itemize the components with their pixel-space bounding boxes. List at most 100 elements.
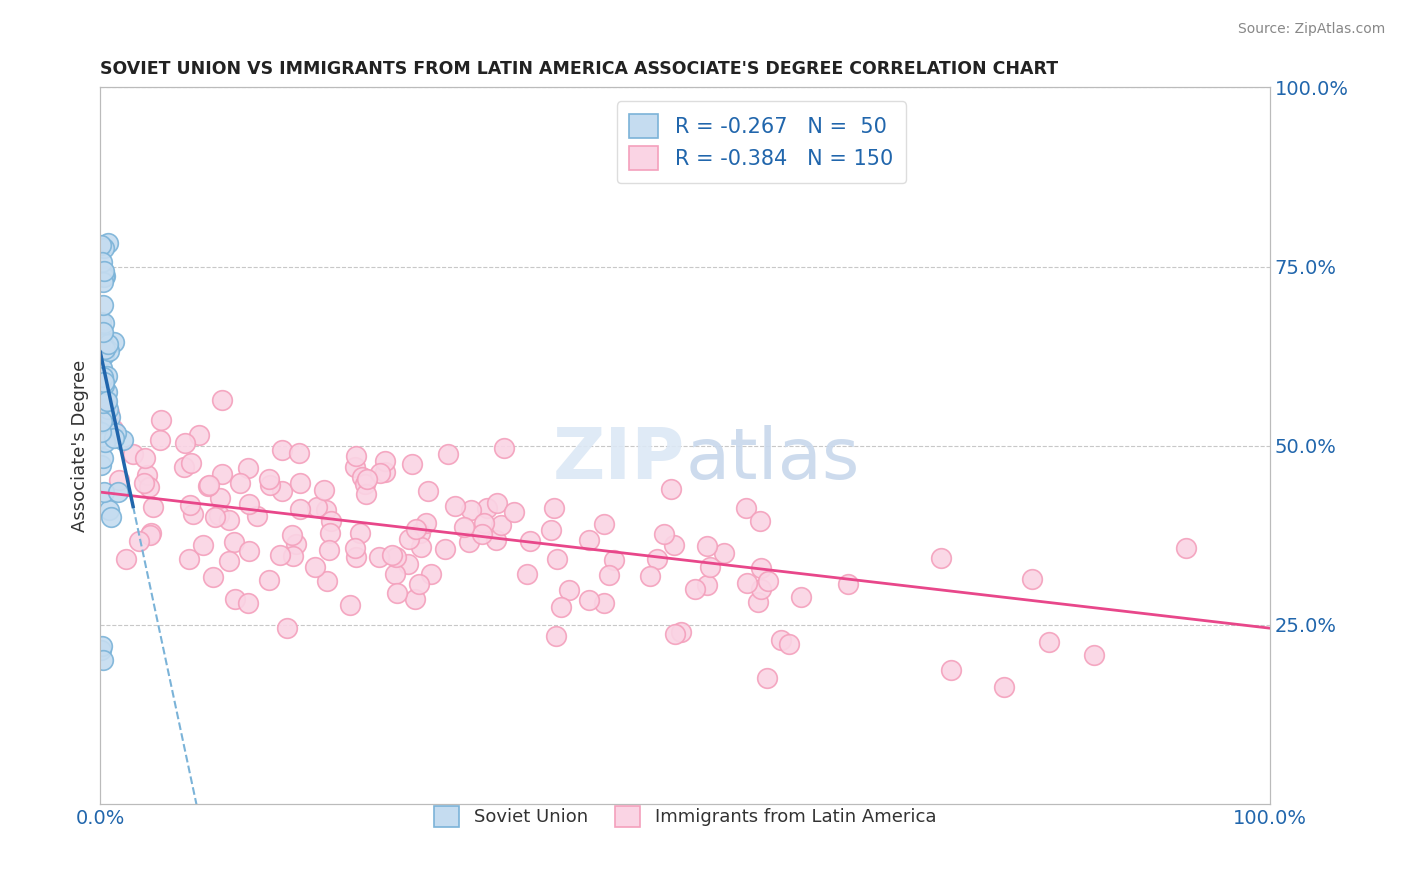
Point — [98, 503, 121, 517]
Point — [578, 533, 600, 547]
Point — [96, 394, 118, 409]
Point — [288, 446, 311, 460]
Point — [1175, 541, 1198, 555]
Point — [134, 476, 156, 491]
Point — [150, 413, 173, 427]
Point — [603, 552, 626, 566]
Point — [339, 599, 361, 613]
Point — [91, 337, 114, 351]
Point — [91, 653, 114, 667]
Point — [664, 626, 686, 640]
Point — [769, 632, 792, 647]
Point — [93, 316, 115, 330]
Point — [94, 395, 117, 409]
Point — [218, 513, 240, 527]
Point — [350, 469, 373, 483]
Point — [290, 501, 312, 516]
Point — [837, 576, 859, 591]
Point — [91, 370, 114, 384]
Point — [396, 557, 419, 571]
Point — [179, 552, 201, 566]
Point — [208, 508, 231, 522]
Point — [107, 485, 129, 500]
Point — [790, 590, 813, 604]
Text: SOVIET UNION VS IMMIGRANTS FROM LATIN AMERICA ASSOCIATE'S DEGREE CORRELATION CHA: SOVIET UNION VS IMMIGRANTS FROM LATIN AM… — [100, 60, 1059, 78]
Point — [108, 474, 131, 488]
Point — [103, 431, 125, 445]
Point — [374, 465, 396, 479]
Point — [93, 336, 115, 351]
Point — [94, 435, 117, 450]
Point — [319, 514, 342, 528]
Point — [349, 525, 371, 540]
Point — [696, 578, 718, 592]
Point — [91, 360, 114, 375]
Point — [97, 235, 120, 250]
Point — [756, 574, 779, 589]
Point — [401, 457, 423, 471]
Point — [354, 487, 377, 501]
Point — [344, 459, 367, 474]
Point — [93, 270, 115, 285]
Point — [271, 443, 294, 458]
Point — [228, 476, 250, 491]
Point — [315, 502, 337, 516]
Point — [755, 671, 778, 685]
Point — [491, 518, 513, 533]
Point — [90, 639, 112, 653]
Point — [246, 508, 269, 523]
Point — [475, 501, 498, 516]
Point — [474, 516, 496, 531]
Point — [285, 537, 308, 551]
Point — [224, 535, 246, 549]
Point — [404, 592, 426, 607]
Point — [98, 410, 121, 425]
Point — [281, 528, 304, 542]
Point — [318, 526, 340, 541]
Point — [735, 576, 758, 591]
Point — [398, 532, 420, 546]
Point — [122, 447, 145, 461]
Point — [97, 406, 120, 420]
Point — [503, 505, 526, 519]
Point — [640, 569, 662, 583]
Point — [90, 642, 112, 657]
Point — [645, 552, 668, 566]
Point — [257, 472, 280, 486]
Point — [749, 561, 772, 575]
Point — [436, 447, 458, 461]
Point — [471, 526, 494, 541]
Point — [557, 582, 579, 597]
Point — [93, 377, 115, 392]
Point — [374, 454, 396, 468]
Point — [593, 517, 616, 532]
Point — [416, 483, 439, 498]
Point — [356, 472, 378, 486]
Point — [93, 269, 115, 284]
Point — [111, 434, 134, 448]
Point — [546, 552, 568, 566]
Point — [453, 520, 475, 534]
Point — [519, 533, 541, 548]
Point — [97, 337, 120, 351]
Point — [408, 577, 430, 591]
Point — [713, 546, 735, 560]
Point — [93, 264, 115, 278]
Point — [96, 385, 118, 400]
Point — [179, 499, 201, 513]
Point — [91, 395, 114, 409]
Point — [415, 516, 437, 530]
Point — [433, 542, 456, 557]
Point — [180, 456, 202, 470]
Point — [238, 597, 260, 611]
Point — [659, 482, 682, 496]
Point — [543, 501, 565, 516]
Point — [288, 476, 311, 491]
Point — [134, 451, 156, 466]
Point — [316, 574, 339, 588]
Point — [550, 599, 572, 614]
Point — [318, 542, 340, 557]
Point — [699, 560, 721, 574]
Point — [90, 237, 112, 252]
Point — [93, 325, 115, 339]
